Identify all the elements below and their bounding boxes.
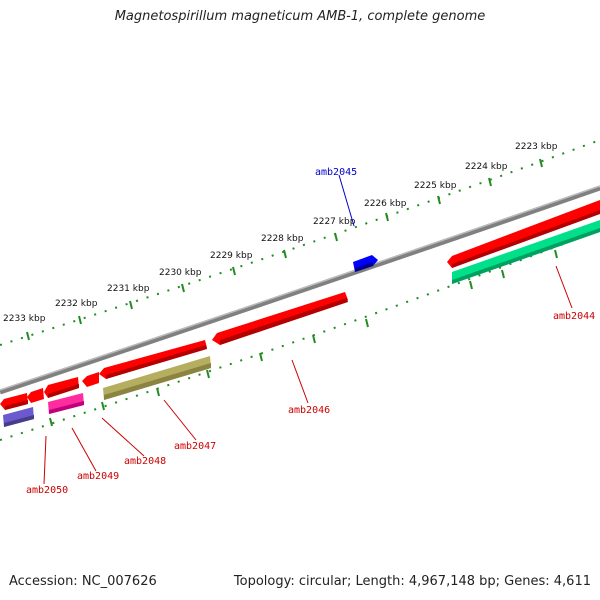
- gene-label-amb2047: amb2047: [174, 441, 216, 452]
- tick-label: 2228 kbp: [261, 234, 304, 244]
- gene-amb2044[interactable]: [447, 200, 600, 268]
- gene-label-amb2044: amb2044: [553, 311, 595, 322]
- inner-major-ticks: [49, 249, 558, 427]
- gene-green-feature[interactable]: [452, 220, 600, 284]
- gene-label-amb2046: amb2046: [288, 405, 330, 416]
- gene-amb2049[interactable]: [44, 377, 84, 414]
- backbone-highlight: [0, 185, 600, 391]
- gene-label-amb2050: amb2050: [26, 485, 68, 496]
- gene-amb2047[interactable]: [99, 340, 211, 400]
- gene-label-amb2049: amb2049: [77, 471, 119, 482]
- gene-label-amb2045: amb2045: [315, 167, 357, 178]
- gene-amb2045[interactable]: [353, 255, 378, 272]
- tick-label: 2223 kbp: [515, 142, 558, 152]
- leader-lines: [43, 174, 573, 485]
- gene-amb2046[interactable]: [212, 292, 348, 345]
- inner-tick-track: [0, 229, 600, 441]
- genome-backbone: [0, 185, 600, 395]
- tick-label: 2225 kbp: [414, 181, 457, 191]
- tick-label: 2227 kbp: [313, 217, 356, 227]
- major-ticks: [26, 158, 543, 341]
- tick-label: 2224 kbp: [465, 162, 508, 172]
- tick-label: 2229 kbp: [210, 251, 253, 261]
- map-title: Magnetospirillum magneticum AMB-1, compl…: [114, 9, 486, 24]
- tick-label: 2230 kbp: [159, 268, 202, 278]
- tick-label: 2226 kbp: [364, 199, 407, 209]
- accession-text: Accession: NC_007626: [9, 574, 157, 589]
- tick-label: 2232 kbp: [55, 299, 98, 309]
- tick-label: 2233 kbp: [3, 314, 46, 324]
- outer-tick-track: [0, 139, 600, 346]
- gene-amb2050[interactable]: [0, 388, 44, 427]
- gene-label-amb2048: amb2048: [124, 456, 166, 467]
- gene-amb2048[interactable]: [82, 372, 99, 387]
- tick-label: 2231 kbp: [107, 284, 150, 294]
- topology-text: Topology: circular; Length: 4,967,148 bp…: [233, 574, 591, 589]
